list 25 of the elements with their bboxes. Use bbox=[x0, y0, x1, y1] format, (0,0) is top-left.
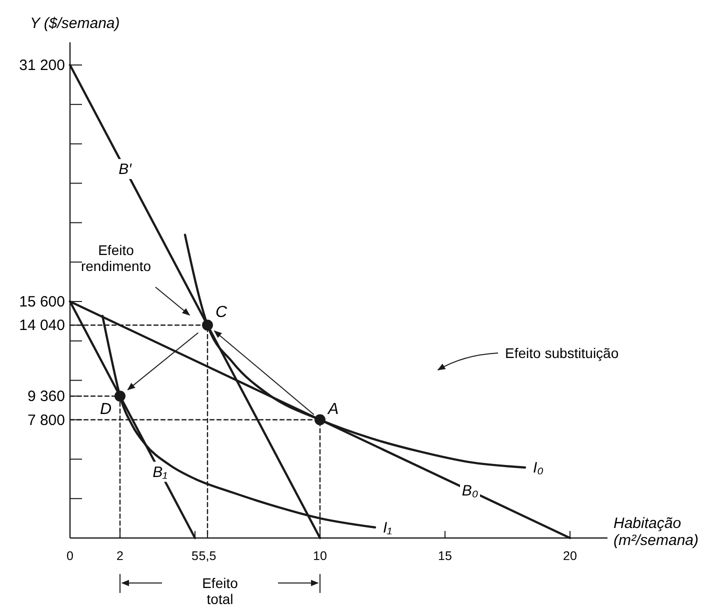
x-tick-label: 15 bbox=[438, 549, 452, 563]
text: Efeito total bbox=[202, 575, 238, 607]
series-label: B′ bbox=[118, 161, 133, 178]
y-tick-label: 31 200 bbox=[19, 57, 65, 74]
annotation: Efeito substituição bbox=[505, 345, 619, 361]
series-label: B₀ bbox=[462, 482, 478, 500]
series-label: B₁ bbox=[152, 464, 168, 481]
annotation: C bbox=[216, 304, 228, 322]
y-axis-title: Y ($/semana) bbox=[30, 15, 120, 32]
x-tick-label: 2 bbox=[116, 549, 124, 563]
x-tick-label: 0 bbox=[66, 549, 74, 563]
x-tick-label: 5 bbox=[192, 549, 199, 563]
x-axis-title: Habitação (m²/semana) bbox=[614, 515, 699, 549]
annotation: A bbox=[327, 400, 339, 418]
annotation: Efeito rendimento bbox=[80, 242, 152, 274]
y-tick-label: 7 800 bbox=[27, 412, 65, 429]
y-tick-label: 14 040 bbox=[19, 317, 65, 334]
x-tick-label: 10 bbox=[313, 549, 327, 563]
series-label: I₀ bbox=[533, 460, 544, 477]
y-tick-label: 15 600 bbox=[19, 294, 65, 311]
y-tick-label: 9 360 bbox=[27, 388, 65, 406]
series-label: I₁ bbox=[383, 519, 392, 536]
x-tick-label: 20 bbox=[563, 549, 577, 563]
annotation: D bbox=[100, 401, 112, 418]
x-tick-label: 5,5 bbox=[198, 549, 216, 563]
